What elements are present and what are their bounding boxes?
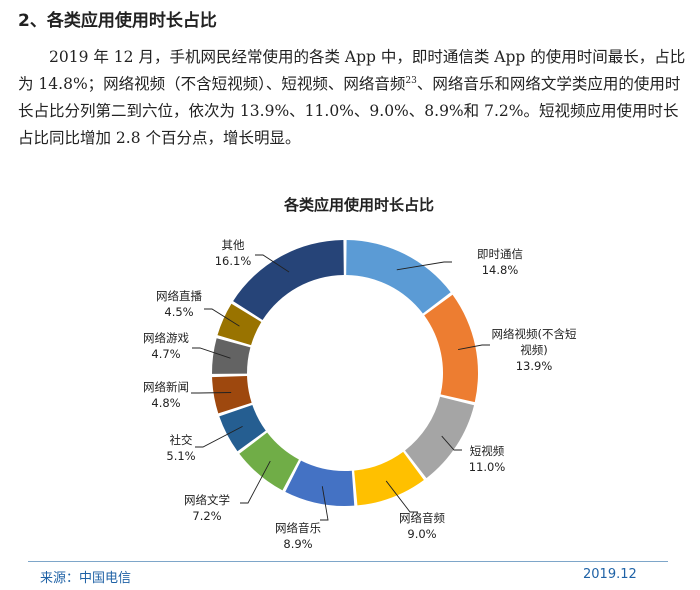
paragraph-part-2: 、网络音乐和网络文学类应用的使用时长占比分列第二到六位，依次为 13.9%、11…	[18, 75, 681, 147]
paragraph-part-1: 2019 年 12 月，手机网民经常使用的各类 App 中，即时通信类 App …	[18, 48, 686, 93]
footer-divider	[28, 561, 668, 562]
donut-slice	[354, 451, 424, 506]
donut-slice	[212, 376, 252, 414]
slice-value-label: 13.9%	[516, 359, 553, 373]
slice-category-label: 视频)	[520, 343, 548, 357]
leader-line	[240, 460, 271, 504]
donut-slice	[217, 303, 262, 346]
slice-category-label: 其他	[222, 238, 245, 252]
leader-line	[396, 261, 452, 271]
leader-line	[204, 308, 240, 327]
slice-value-label: 16.1%	[215, 254, 252, 268]
leader-line	[195, 426, 243, 448]
donut-chart: 各类应用使用时长占比 即时通信 14.8% 网络视频(不含短视频) 13.9% 短视频 1…	[143, 196, 577, 551]
slice-category-label: 网络音乐	[275, 521, 321, 535]
slice-category-label: 短视频	[470, 444, 505, 458]
leader-line	[441, 435, 462, 451]
slice-category-label: 网络音频	[399, 511, 445, 525]
leader-line	[255, 254, 290, 273]
donut-slice	[405, 396, 475, 479]
slice-value-label: 5.1%	[166, 449, 195, 463]
leader-line	[458, 344, 490, 351]
slice-value-label: 8.9%	[283, 537, 312, 551]
donut-slice	[346, 240, 451, 314]
slice-value-label: 14.8%	[482, 263, 519, 277]
donut-slice	[285, 460, 355, 506]
slice-value-label: 4.5%	[164, 305, 193, 319]
slice-category-label: 社交	[170, 433, 193, 447]
slice-value-label: 9.0%	[407, 527, 436, 541]
leader-line	[192, 347, 231, 359]
footer-date: 2019.12	[583, 567, 637, 582]
slice-category-label: 网络新闻	[143, 380, 189, 394]
donut-slice	[239, 432, 299, 491]
donut-slice	[424, 294, 478, 403]
section-paragraph: 2019 年 12 月，手机网民经常使用的各类 App 中，即时通信类 App …	[18, 44, 686, 152]
donut-slice	[212, 338, 251, 374]
slice-category-label: 网络视频(不含短	[492, 327, 577, 341]
leader-line	[385, 480, 418, 513]
slice-category-label: 网络游戏	[143, 331, 189, 345]
footer-source: 来源：中国电信	[40, 571, 132, 586]
leader-line	[320, 486, 329, 521]
donut-slice	[233, 240, 344, 321]
slice-value-label: 7.2%	[192, 509, 221, 523]
chart-title: 各类应用使用时长占比	[283, 196, 434, 214]
donut-slice	[219, 404, 266, 452]
slice-category-label: 网络文学	[184, 493, 230, 507]
slice-value-label: 4.7%	[151, 347, 180, 361]
slice-category-label: 网络直播	[156, 289, 202, 303]
section-heading: 2、各类应用使用时长占比	[18, 11, 217, 31]
slice-value-label: 4.8%	[151, 396, 180, 410]
slice-value-label: 11.0%	[469, 460, 506, 474]
footnote-ref: 23	[405, 75, 417, 86]
slice-category-label: 即时通信	[477, 247, 523, 261]
